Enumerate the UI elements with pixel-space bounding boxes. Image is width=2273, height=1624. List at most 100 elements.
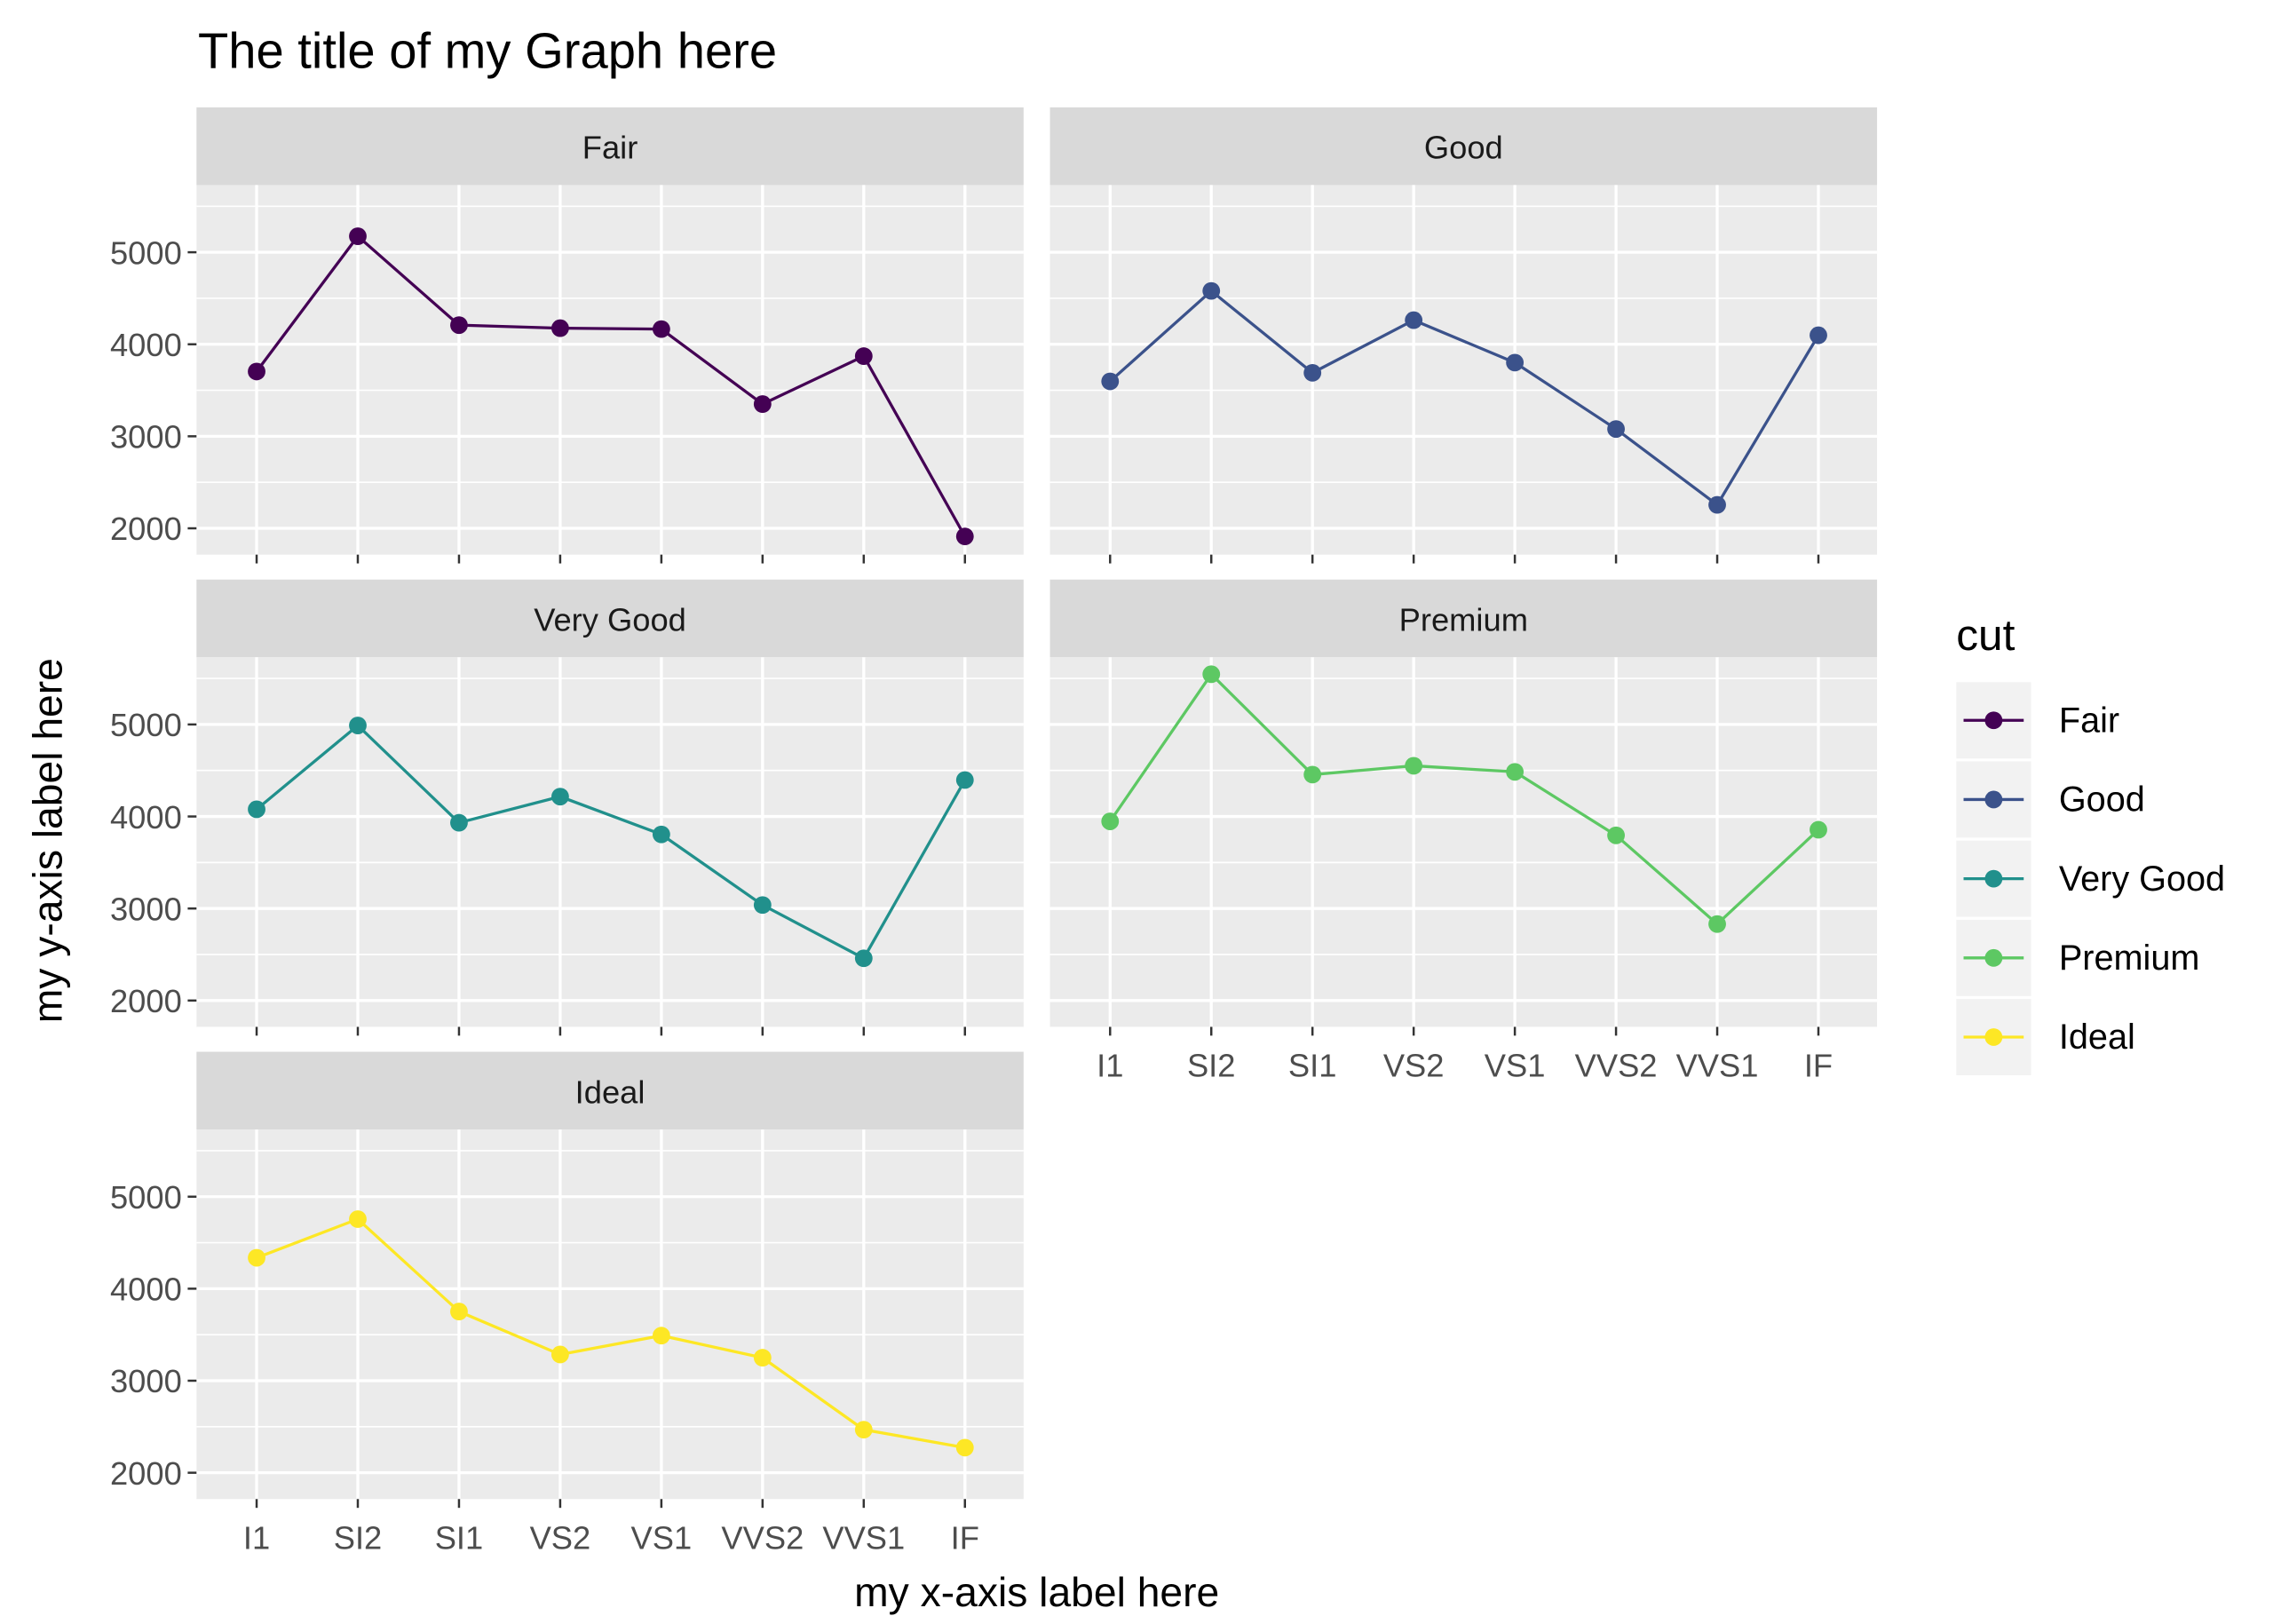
data-point xyxy=(1708,915,1726,933)
data-point xyxy=(1810,326,1827,345)
data-point xyxy=(1810,820,1827,839)
data-point xyxy=(1303,363,1322,382)
legend-point xyxy=(1984,790,2003,809)
series-line xyxy=(255,234,967,537)
x-tick-label: SI1 xyxy=(1288,1048,1337,1084)
legend: cut Fair Good Very Good Premium Ideal xyxy=(1956,611,2225,1075)
x-tick-label: VS2 xyxy=(1383,1048,1445,1084)
data-point xyxy=(652,1327,670,1345)
data-point xyxy=(1303,765,1322,784)
legend-label: Very Good xyxy=(2059,860,2225,899)
legend-point xyxy=(1984,711,2003,730)
data-point xyxy=(450,813,468,832)
panel-background xyxy=(196,185,1024,555)
y-tick-label: 2000 xyxy=(110,511,182,547)
facet-ideal: Ideal 2000 3000 4000 5000 I1 SI2 SI1 VS2 VS1 VVS2 V… xyxy=(110,1051,1024,1556)
facet-panels: Fair 2000 3000 4000 5000 Good Very Good 2000 300… xyxy=(110,107,1878,1556)
strip-label: Premium xyxy=(1399,602,1528,638)
data-point xyxy=(1202,665,1221,684)
data-point xyxy=(753,896,772,915)
x-tick-label: SI2 xyxy=(334,1519,383,1556)
facet-very-good: Very Good 2000 3000 4000 5000 xyxy=(110,579,1024,1036)
x-tick-label: VS2 xyxy=(530,1519,591,1556)
strip xyxy=(196,579,1024,658)
data-point xyxy=(854,347,873,366)
legend-title: cut xyxy=(1956,611,2015,660)
x-tick-label: I1 xyxy=(243,1519,270,1556)
data-point xyxy=(248,800,265,819)
y-tick-label: 2000 xyxy=(110,1455,182,1492)
data-point xyxy=(854,1421,873,1439)
y-tick-label: 4000 xyxy=(110,327,182,363)
data-point xyxy=(955,771,974,789)
data-point xyxy=(1506,353,1525,372)
data-point xyxy=(652,825,670,844)
y-tick-label: 5000 xyxy=(110,234,182,271)
x-tick-label: VVS2 xyxy=(1575,1048,1658,1084)
x-tick-label: SI1 xyxy=(435,1519,484,1556)
data-point xyxy=(450,1303,468,1320)
x-tick-label: VVS1 xyxy=(1676,1048,1759,1084)
x-axis-title: my x-axis label here xyxy=(854,1569,1219,1615)
data-point xyxy=(551,319,569,337)
facet-premium: Premium I1 SI2 SI1 VS2 VS1 VVS2 VVS1 IF xyxy=(1049,579,1878,1084)
legend-point xyxy=(1984,869,2003,888)
strip xyxy=(1049,107,1878,186)
series-line xyxy=(1109,289,1820,507)
strip-label: Good xyxy=(1424,130,1503,166)
strip-label: Ideal xyxy=(575,1073,645,1110)
y-tick-label: 4000 xyxy=(110,799,182,836)
legend-item: Very Good xyxy=(1956,840,2225,917)
strip-label: Fair xyxy=(582,130,638,166)
y-tick-label: 5000 xyxy=(110,707,182,743)
strip xyxy=(196,1051,1024,1130)
series-line xyxy=(1108,671,1820,926)
data-point xyxy=(1607,420,1625,439)
x-tick-label: VVS1 xyxy=(822,1519,905,1556)
data-point xyxy=(1405,311,1423,329)
facet-fair: Fair 2000 3000 4000 5000 xyxy=(110,107,1024,564)
data-point xyxy=(1101,812,1120,830)
legend-item: Premium xyxy=(1956,919,2200,996)
strip xyxy=(196,107,1024,186)
series-line xyxy=(255,723,967,961)
data-point xyxy=(1607,826,1625,844)
data-point xyxy=(450,316,468,335)
data-point xyxy=(652,320,670,338)
data-point xyxy=(955,527,974,546)
data-point xyxy=(854,949,873,968)
x-tick-label: IF xyxy=(951,1519,979,1556)
y-axis-title: my y-axis label here xyxy=(24,658,70,1023)
chart-title: The title of my Graph here xyxy=(198,22,777,78)
legend-label: Fair xyxy=(2059,701,2119,740)
legend-item: Fair xyxy=(1956,682,2119,759)
legend-point xyxy=(1984,1028,2003,1046)
panel-background xyxy=(196,1129,1024,1500)
x-tick-label: VS1 xyxy=(631,1519,693,1556)
data-point xyxy=(349,227,367,245)
y-tick-label: 5000 xyxy=(110,1179,182,1216)
x-tick-label: VS1 xyxy=(1485,1048,1546,1084)
data-point xyxy=(1405,757,1423,775)
panel-background xyxy=(196,657,1024,1027)
legend-item: Ideal xyxy=(1956,999,2135,1075)
panel-background xyxy=(1049,657,1878,1027)
strip xyxy=(1049,579,1878,658)
strip-label: Very Good xyxy=(534,602,686,638)
x-tick-label: IF xyxy=(1804,1048,1833,1084)
legend-item: Good xyxy=(1956,761,2145,838)
facet-good: Good xyxy=(1049,107,1878,564)
x-tick-label: I1 xyxy=(1097,1048,1123,1084)
data-point xyxy=(753,1349,772,1367)
y-tick-label: 3000 xyxy=(110,891,182,927)
y-tick-label: 3000 xyxy=(110,1363,182,1399)
legend-label: Premium xyxy=(2059,939,2200,978)
panel-background xyxy=(1049,185,1878,555)
data-point xyxy=(248,1248,265,1267)
y-tick-label: 2000 xyxy=(110,983,182,1019)
series-line xyxy=(256,1217,966,1449)
x-tick-label: SI2 xyxy=(1187,1048,1236,1084)
legend-point xyxy=(1984,948,2003,967)
y-tick-label: 4000 xyxy=(110,1271,182,1308)
data-point xyxy=(248,362,265,381)
